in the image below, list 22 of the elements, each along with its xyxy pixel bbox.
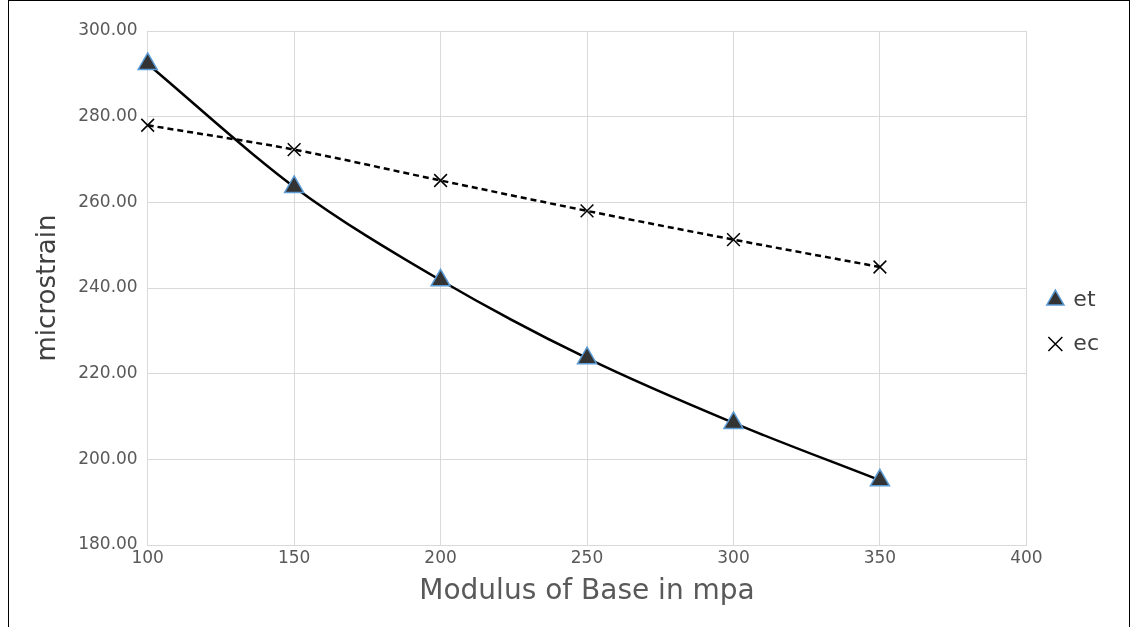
x-tick-label: 150 [277,546,311,567]
y-tick-label: 200.00 [78,447,138,468]
x-tick-label: 200 [424,546,457,567]
point [579,203,595,219]
point [726,232,741,247]
y-tick-label: 300.00 [78,19,138,40]
x-tick-label: 300 [717,546,750,567]
y-tick-label: 280.00 [78,105,138,126]
x-tick-label: 400 [1010,546,1043,567]
legend-label: ec [1073,329,1100,355]
y-tick-label: 240.00 [78,276,138,297]
point [872,259,888,275]
point [433,173,448,188]
y-tick-label: 220.00 [78,362,138,383]
point [287,142,302,157]
legend-label: et [1073,285,1096,311]
x-tick-label: 250 [570,546,604,567]
point [140,118,155,133]
y-axis-title: microstrain [31,214,62,362]
y-tick-label: 260.00 [78,190,138,211]
x-tick-label: 350 [863,546,897,567]
x-axis-title: Modulus of Base in mpa [419,573,755,607]
